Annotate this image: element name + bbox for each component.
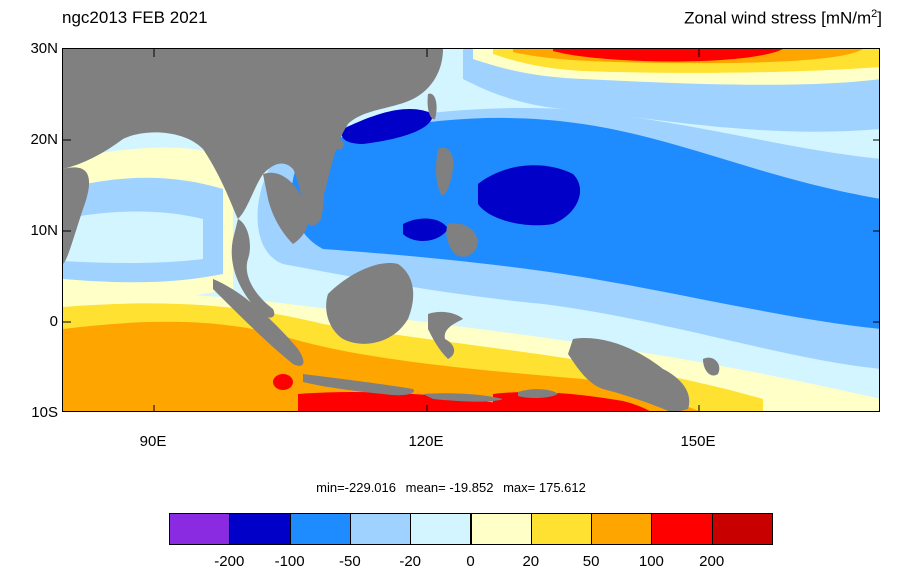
land-lesser-sunda <box>423 393 503 402</box>
colorbar-swatch <box>169 513 231 545</box>
variable-title: Zonal wind stress [mN/m2] <box>684 8 882 29</box>
variable-title-exponent: 2 <box>871 8 878 20</box>
land-hainan <box>331 138 344 150</box>
colorbar-swatch <box>651 513 713 545</box>
lon-label-90e: 90E <box>139 433 167 450</box>
field-taiwan-darkblue <box>341 109 433 144</box>
colorbar <box>169 513 773 545</box>
colorbar-label: 100 <box>638 553 664 570</box>
land-new-guinea <box>568 338 690 411</box>
lat-label-30n: 30N <box>30 40 58 57</box>
stat-min: min=-229.016 <box>316 480 397 495</box>
colorbar-label: 20 <box>522 553 540 570</box>
land-masses <box>63 49 720 411</box>
colorbar-swatch <box>470 513 532 545</box>
land-vietnam <box>307 149 325 226</box>
land-java <box>303 374 414 396</box>
variable-title-end: ] <box>877 8 882 28</box>
land-taiwan <box>427 93 437 120</box>
colorbar-label: 0 <box>466 553 475 570</box>
colorbar-swatch <box>349 513 412 545</box>
land-mindanao <box>446 223 478 257</box>
stat-max: max= 175.612 <box>503 480 586 495</box>
field-south-red-java <box>298 392 537 411</box>
land-sumatra <box>213 279 304 366</box>
land-indochina <box>263 172 309 244</box>
colorbar-label: 200 <box>699 553 725 570</box>
field-red-spot <box>273 374 293 390</box>
colorbar-label: -20 <box>399 553 422 570</box>
land-islands-east <box>703 357 720 376</box>
field-statistics: min=-229.016 mean= -19.852 max= 175.612 <box>0 480 902 495</box>
lat-label-0: 0 <box>49 313 58 330</box>
field-core-darkblue <box>478 165 581 226</box>
colorbar-label: 50 <box>582 553 600 570</box>
field-south-orange <box>63 321 699 411</box>
land-luzon <box>436 147 454 195</box>
field-bengal-paleblue <box>63 211 203 264</box>
field-north-red <box>553 49 783 62</box>
colorbar-swatch <box>711 513 773 545</box>
lon-label-120e: 120E <box>408 433 444 450</box>
land-malay-peninsula <box>231 219 275 318</box>
map-title: ngc2013 FEB 2021 <box>62 8 208 27</box>
wind-stress-field <box>63 49 879 411</box>
lon-label-150e: 150E <box>680 433 716 450</box>
colorbar-swatch <box>229 513 291 545</box>
colorbar-swatch <box>530 513 593 545</box>
land-india-tip <box>63 167 90 264</box>
lat-label-10s: 10S <box>31 404 58 421</box>
land-sulawesi <box>428 311 463 359</box>
colorbar-swatch <box>410 513 472 545</box>
colorbar-label: -50 <box>339 553 361 570</box>
land-timor <box>518 389 558 399</box>
colorbar-label: -200 <box>214 553 245 570</box>
colorbar-swatch <box>591 513 653 545</box>
stat-mean: mean= -19.852 <box>405 480 494 495</box>
field-west-darkblue <box>403 218 448 241</box>
land-borneo <box>326 263 414 344</box>
map-tick-marks <box>63 49 879 411</box>
map-panel <box>62 48 880 412</box>
lat-label-20n: 20N <box>30 131 58 148</box>
variable-title-text: Zonal wind stress [mN/m <box>684 8 872 28</box>
lat-label-10n: 10N <box>30 222 58 239</box>
colorbar-label: -100 <box>274 553 305 570</box>
colorbar-swatch <box>289 513 351 545</box>
land-asia-mainland <box>63 49 443 224</box>
